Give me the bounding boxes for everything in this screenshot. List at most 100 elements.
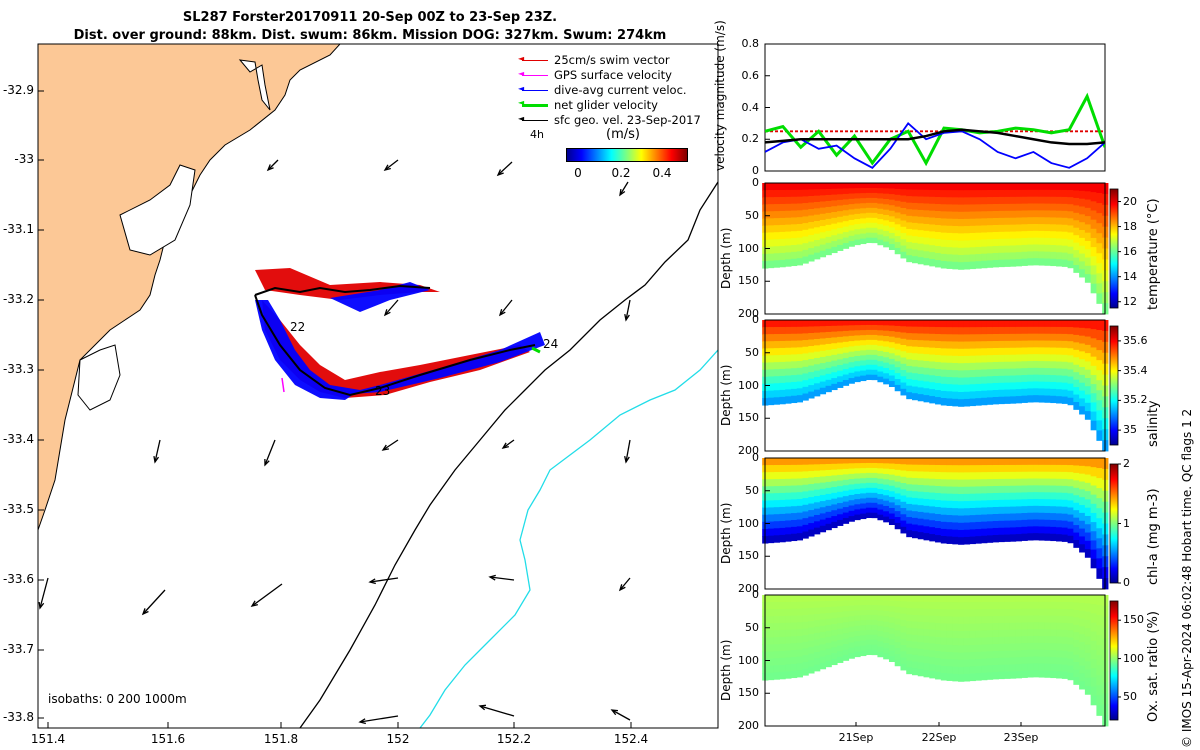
isobath-1000m bbox=[419, 349, 718, 728]
geo-velocity-arrowhead bbox=[153, 455, 160, 464]
lat-tick-label: -33.6 bbox=[2, 572, 34, 586]
legend-entry: ◄ 25cm/s swim vector bbox=[518, 53, 670, 67]
depth-tick-label: 150 bbox=[738, 686, 759, 700]
colorbar-tick-label: 16 bbox=[1123, 244, 1137, 258]
geo-velocity-arrow bbox=[479, 705, 515, 717]
geo-velocity-arrow bbox=[359, 715, 399, 723]
land-mass bbox=[38, 44, 341, 531]
hour-label: 4h bbox=[530, 128, 544, 141]
depth-axis-label: Depth (m) bbox=[719, 639, 733, 701]
geo-velocity-arrow bbox=[489, 576, 515, 581]
geo-velocity-arrow bbox=[611, 709, 631, 721]
depth-axis-label: Depth (m) bbox=[719, 364, 733, 426]
net-glider-velocity-marker bbox=[531, 346, 541, 354]
legend-label: GPS surface velocity bbox=[554, 68, 672, 82]
depth-tick-label: 0 bbox=[752, 313, 759, 326]
lon-tick-label: 152.2 bbox=[496, 732, 532, 746]
depth-tick-label: 150 bbox=[738, 274, 759, 288]
geo-velocity-arrow bbox=[625, 439, 631, 463]
colorbar-tick-label: 35 bbox=[1123, 423, 1137, 437]
geo-velocity-arrowhead bbox=[619, 188, 626, 197]
depth-tick-label: 150 bbox=[738, 411, 759, 425]
lat-tick-label: -32.9 bbox=[2, 83, 34, 97]
geo-velocity-arrowhead bbox=[496, 169, 504, 177]
time-tick-label: 23Sep bbox=[1003, 731, 1039, 744]
geo-velocity-arrow bbox=[369, 577, 399, 583]
colorbar-tick-label: 14 bbox=[1123, 269, 1137, 283]
lon-tick-label: 151.8 bbox=[263, 732, 299, 746]
colorbar-tick-label: 50 bbox=[1123, 689, 1137, 703]
depth-tick-label: 0 bbox=[752, 176, 759, 189]
legend-arrow-icon: ◄ bbox=[518, 53, 525, 63]
depth-tick-label: 100 bbox=[738, 241, 759, 255]
figure-title-line2: Dist. over ground: 88km. Dist. swum: 86k… bbox=[73, 28, 667, 43]
colorbar-unit: (m/s) bbox=[606, 127, 640, 142]
geo-velocity-arrowhead bbox=[141, 608, 149, 616]
velocity-ytick-label: 0.2 bbox=[741, 132, 760, 146]
map-tick-marks bbox=[38, 90, 632, 728]
depth-tick-label: 0 bbox=[752, 451, 759, 464]
lon-tick-label: 151.4 bbox=[30, 732, 66, 746]
geo-velocity-arrow bbox=[39, 577, 49, 609]
track-day-label: 23 bbox=[375, 384, 391, 398]
geo-velocity-arrowhead bbox=[381, 444, 390, 451]
geo-velocity-arrowhead bbox=[383, 309, 391, 317]
depth-tick-label: 100 bbox=[738, 653, 759, 667]
lat-tick-label: -33.2 bbox=[2, 292, 34, 306]
geo-velocity-arrowhead bbox=[488, 574, 496, 581]
legend-swatch: ◄ bbox=[518, 114, 548, 123]
geo-velocity-arrowhead bbox=[264, 458, 270, 467]
depth-tick-label: 200 bbox=[738, 307, 759, 320]
geo-velocity-arrow bbox=[499, 299, 513, 316]
lake bbox=[119, 164, 196, 256]
depth-tick-label: 50 bbox=[745, 483, 759, 497]
colorbar-tick-label: 20 bbox=[1123, 194, 1137, 208]
colorbar-tick-label: 12 bbox=[1123, 294, 1137, 308]
colorbar-tick-label: 100 bbox=[1123, 651, 1144, 665]
lon-tick-label: 151.6 bbox=[150, 732, 186, 746]
geo-velocity-arrow bbox=[384, 299, 399, 316]
legend-swatch: ◄ bbox=[518, 54, 548, 63]
depth-tick-label: 50 bbox=[745, 208, 759, 222]
legend-arrow-icon: ◄ bbox=[518, 113, 525, 123]
lat-tick-label: -33.5 bbox=[2, 502, 34, 516]
imos-footer: © IMOS 15-Apr-2024 06:02:48 Hobart time.… bbox=[1180, 408, 1194, 748]
depth-tick-label: 50 bbox=[745, 345, 759, 359]
geo-velocity-arrowhead bbox=[610, 709, 619, 716]
section-ylabel: temperature (°C) bbox=[1146, 198, 1161, 310]
geo-velocity-arrow bbox=[619, 577, 631, 591]
geo-velocity-arrow bbox=[384, 159, 399, 171]
legend-swatch: ◄ bbox=[518, 98, 548, 107]
geo-velocity-arrowhead bbox=[618, 584, 626, 592]
geo-velocity-arrow bbox=[267, 159, 279, 171]
colorbar-tick-label: 35.4 bbox=[1123, 363, 1148, 377]
map-frame bbox=[37, 43, 719, 729]
lake bbox=[77, 344, 121, 411]
glider-track bbox=[254, 268, 545, 400]
geo-velocity-arrowhead bbox=[358, 718, 366, 725]
map-colorbar-tick: 0.2 bbox=[611, 166, 631, 180]
map-colorbar bbox=[566, 148, 688, 162]
velocity-ytick-label: 0.8 bbox=[741, 37, 760, 50]
colorbar-tick-label: 1 bbox=[1123, 516, 1130, 530]
legend-arrow-icon: ◄ bbox=[518, 83, 525, 93]
lon-tick-label: 152 bbox=[386, 732, 410, 746]
map-colorbar-tick: 0 bbox=[574, 166, 582, 180]
lat-tick-label: -33.8 bbox=[2, 710, 34, 724]
lat-tick-label: -33.7 bbox=[2, 642, 34, 656]
legend-swatch: ◄ bbox=[518, 69, 548, 78]
track-day-label: 22 bbox=[290, 320, 306, 334]
depth-axis-label: Depth (m) bbox=[719, 502, 733, 564]
geo-velocity-arrow bbox=[264, 439, 276, 466]
geo-velocity-arrowhead bbox=[250, 600, 258, 607]
geo-velocity-arrow bbox=[382, 439, 399, 451]
colorbar-tick-label: 2 bbox=[1123, 457, 1130, 470]
geo-velocity-arrowhead bbox=[266, 164, 274, 172]
geo-velocity-arrowhead bbox=[478, 704, 487, 711]
lon-tick-label: 152.4 bbox=[613, 732, 649, 746]
geo-velocity-arrowhead bbox=[38, 601, 45, 610]
geo-velocity-arrow bbox=[619, 181, 629, 196]
legend-entry: ◄ net glider velocity bbox=[518, 98, 658, 112]
current-vector-fan bbox=[330, 282, 430, 312]
geo-velocity-arrowhead bbox=[501, 442, 509, 449]
